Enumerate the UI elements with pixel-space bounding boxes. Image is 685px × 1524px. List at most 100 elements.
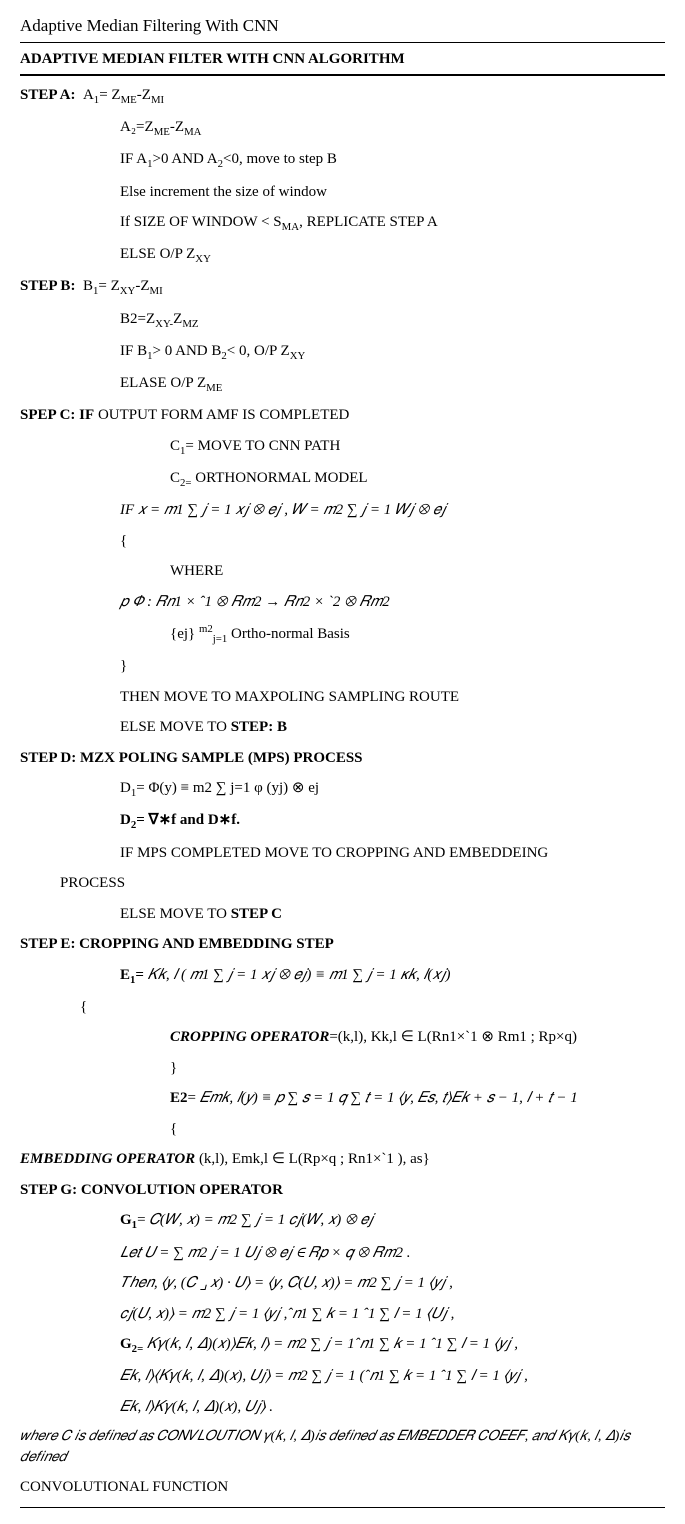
step-d-label: STEP D: MZX POLING SAMPLE (MPS) PROCESS xyxy=(20,747,665,770)
t: B xyxy=(83,278,93,294)
step-c-line5: WHERE xyxy=(20,560,665,583)
t: IF A xyxy=(120,151,147,167)
step-e-line5: E2= 𝐸𝑚𝑘, 𝑙(𝑦) ≡ 𝑝 ∑ 𝑠 = 1 𝑞 ∑ 𝑡 = 1 ⟨𝑦, … xyxy=(20,1087,665,1110)
step-b-line1: STEP B: B1= ZXY-ZMI xyxy=(20,275,665,299)
step-e-label: STEP E: CROPPING AND EMBEDDING STEP xyxy=(20,933,665,956)
t: A xyxy=(83,87,94,103)
t: CROPPING OPERATOR xyxy=(170,1029,329,1045)
step-a-line6: ELSE O/P ZXY xyxy=(20,243,665,267)
step-g-line1: G1= 𝐶(𝑊, 𝑥) = 𝑚2 ∑ 𝑗 = 1 𝑐𝑗(𝑊, 𝑥) ⊗ 𝑒𝑗 xyxy=(20,1209,665,1233)
t: MI xyxy=(150,285,163,297)
t: B2=Z xyxy=(120,311,155,327)
step-c-line8: } xyxy=(20,655,665,678)
t: = MOVE TO CNN PATH xyxy=(185,438,340,454)
step-g-line4: 𝑐𝑗(𝑈, 𝑥)⟩ = 𝑚2 ∑ 𝑗 = 1 ⟨𝑦𝑗 ,ˆ𝑛1 ∑ 𝑘 = 1 … xyxy=(20,1303,665,1326)
step-g-line7: 𝐸𝑘, 𝑙⟩𝐾𝛾(𝑘, 𝑙, 𝛥)(𝑥), 𝑈𝑗⟩ . xyxy=(20,1396,665,1419)
t: j=1 xyxy=(213,633,228,645)
t: MA xyxy=(282,221,299,233)
step-g-line5: G2= 𝐾𝛾(𝑘, 𝑙, 𝛥)(𝑥)⟩𝐸𝑘, 𝑙⟩ = 𝑚2 ∑ 𝑗 = 1ˆ𝑛… xyxy=(20,1333,665,1357)
t: STEP G: CONVOLUTION OPERATOR xyxy=(20,1182,283,1198)
t: -Z xyxy=(170,119,184,135)
step-e-line4: } xyxy=(20,1057,665,1080)
t: Z xyxy=(173,311,182,327)
step-a-line1: STEP A: A1= ZME-ZMI xyxy=(20,84,665,108)
step-b-line2: B2=ZXY-ZMZ xyxy=(20,308,665,332)
step-c-line9: THEN MOVE TO MAXPOLING SAMPLING ROUTE xyxy=(20,686,665,709)
t: (k,l), Emk,l ∈ L(Rp×q ; Rn1×`1 ), as} xyxy=(195,1151,430,1167)
t: = Φ(y) ≡ m2 ∑ j=1 φ (yj) ⊗ ej xyxy=(136,780,319,796)
t: ORTHONORMAL MODEL xyxy=(192,470,368,486)
step-g-line3: 𝑇ℎ𝑒𝑛, ⟨𝑦, (𝐶 ⌟ 𝑥) · 𝑈⟩ = ⟨𝑦, 𝐶(𝑈, 𝑥)⟩ = … xyxy=(20,1272,665,1295)
t: ELSE MOVE TO xyxy=(120,906,231,922)
step-a-line2: A₂=ZME-ZMA xyxy=(20,116,665,140)
t: ME xyxy=(121,94,137,106)
t: STEP: B xyxy=(231,719,287,735)
t: XY xyxy=(120,285,136,297)
step-c-line0: SPEP C: IF OUTPUT FORM AMF IS COMPLETED xyxy=(20,404,665,427)
t: ME xyxy=(154,126,170,138)
step-a-line5: If SIZE OF WINDOW < SMA, REPLICATE STEP … xyxy=(20,211,665,235)
t: = ∇∗f and D∗f. xyxy=(136,812,240,828)
step-e-line7: EMBEDDING OPERATOR (k,l), Emk,l ∈ L(Rp×q… xyxy=(20,1148,665,1171)
step-d-line2: D2= ∇∗f and D∗f. xyxy=(20,809,665,833)
t: G xyxy=(120,1336,132,1352)
t: XY- xyxy=(155,318,173,330)
step-c-line2: C2= ORTHONORMAL MODEL xyxy=(20,467,665,491)
t: 𝐾𝑘, 𝑙 ( 𝑚1 ∑ 𝑗 = 1 𝑥𝑗 ⊗ 𝑒𝑗) ≡ 𝑚1 ∑ 𝑗 = 1… xyxy=(148,967,451,983)
t: STEP D: MZX POLING SAMPLE (MPS) PROCESS xyxy=(20,750,363,766)
t: , REPLICATE STEP A xyxy=(299,214,438,230)
t: If SIZE OF WINDOW < S xyxy=(120,214,282,230)
step-d-line1: D1= Φ(y) ≡ m2 ∑ j=1 φ (yj) ⊗ ej xyxy=(20,777,665,801)
t: ELSE O/P Z xyxy=(120,246,195,262)
step-d-line3: IF MPS COMPLETED MOVE TO CROPPING AND EM… xyxy=(20,842,665,865)
step-a-line3: IF A1>0 AND A2<0, move to step B xyxy=(20,148,665,172)
t: ELASE O/P Z xyxy=(120,375,206,391)
t: = Z xyxy=(99,87,120,103)
t: IF B xyxy=(120,343,147,359)
t: = xyxy=(135,967,147,983)
footer-line1: 𝑤ℎ𝑒𝑟𝑒 𝐶 𝑖𝑠 𝑑𝑒𝑓𝑖𝑛𝑒𝑑 𝑎𝑠 𝐶𝑂𝑁𝑉𝐿𝑂𝑈𝑇𝐼𝑂𝑁 𝛾(𝑘, 𝑙… xyxy=(20,1426,665,1468)
t: ME xyxy=(206,382,222,394)
step-c-line10: ELSE MOVE TO STEP: B xyxy=(20,716,665,739)
t: XY xyxy=(290,350,306,362)
t: =(k,l), Kk,l ∈ L(Rn1×`1 ⊗ Rm1 ; Rp×q) xyxy=(329,1029,577,1045)
t: MI xyxy=(151,94,164,106)
t: Ortho-normal Basis xyxy=(227,626,349,642)
page-title: Adaptive Median Filtering With CNN xyxy=(20,16,665,43)
step-b-line4: ELASE O/P ZME xyxy=(20,372,665,396)
t: ELSE MOVE TO xyxy=(120,719,231,735)
step-c-line7: {ej} m2j=1 Ortho-normal Basis xyxy=(20,621,665,647)
step-g-line2: 𝐿𝑒𝑡 𝑈 = ∑ 𝑚2 𝑗 = 1 𝑈𝑗 ⊗ 𝑒𝑗 ∈ 𝑅𝑝 × 𝑞 ⊗ 𝑅𝑚… xyxy=(20,1242,665,1265)
step-b-line3: IF B1> 0 AND B2< 0, O/P ZXY xyxy=(20,340,665,364)
t: C xyxy=(170,438,180,454)
t: = xyxy=(188,1090,200,1106)
t: 𝐶(𝑊, 𝑥) = 𝑚2 ∑ 𝑗 = 1 𝑐𝑗(𝑊, 𝑥) ⊗ 𝑒𝑗 xyxy=(149,1212,373,1228)
step-d-line4: ELSE MOVE TO STEP C xyxy=(20,903,665,926)
step-g-line6: 𝐸𝑘, 𝑙⟩⟨𝐾𝛾(𝑘, 𝑙, 𝛥)(𝑥), 𝑈𝑗⟩ = 𝑚2 ∑ 𝑗 = 1 … xyxy=(20,1365,665,1388)
t: OUTPUT FORM AMF IS COMPLETED xyxy=(94,407,349,423)
t: G xyxy=(120,1212,132,1228)
t: 2= xyxy=(132,1343,144,1355)
t: 2= xyxy=(180,477,192,489)
step-e-line6: { xyxy=(20,1118,665,1141)
t: -Z xyxy=(135,278,149,294)
step-e-line3: CROPPING OPERATOR=(k,l), Kk,l ∈ L(Rn1×`1… xyxy=(20,1026,665,1049)
t: D xyxy=(120,780,131,796)
step-c-line6: 𝑝 𝛷 : 𝑅𝑛1 × ˆ1 ⊗ 𝑅𝑚2 → 𝑅𝑛2 × `2 ⊗ 𝑅𝑚2 xyxy=(20,591,665,614)
step-e-line1: E1= 𝐾𝑘, 𝑙 ( 𝑚1 ∑ 𝑗 = 1 𝑥𝑗 ⊗ 𝑒𝑗) ≡ 𝑚1 ∑ 𝑗… xyxy=(20,964,665,988)
t: E2 xyxy=(170,1090,188,1106)
t: = Z xyxy=(98,278,119,294)
step-c-line3: IF 𝑥 = 𝑚1 ∑ 𝑗 = 1 𝑥𝑗 ⊗ 𝑒𝑗 , 𝑊 = 𝑚2 ∑ 𝑗 =… xyxy=(20,499,665,522)
step-e-line2: { xyxy=(20,996,665,1019)
step-c-label: SPEP C: IF xyxy=(20,407,94,423)
t: m2 xyxy=(199,623,213,635)
t: STEP C xyxy=(231,906,282,922)
t: < 0, O/P Z xyxy=(227,343,290,359)
step-b-label: STEP B: xyxy=(20,278,75,294)
t: -Z xyxy=(137,87,151,103)
t: <0, move to step B xyxy=(223,151,337,167)
t: MZ xyxy=(182,318,198,330)
t: E xyxy=(120,967,130,983)
t: 𝐾𝛾(𝑘, 𝑙, 𝛥)(𝑥)⟩𝐸𝑘, 𝑙⟩ = 𝑚2 ∑ 𝑗 = 1ˆ𝑛1 ∑ … xyxy=(147,1336,518,1352)
t: >0 AND A xyxy=(153,151,218,167)
